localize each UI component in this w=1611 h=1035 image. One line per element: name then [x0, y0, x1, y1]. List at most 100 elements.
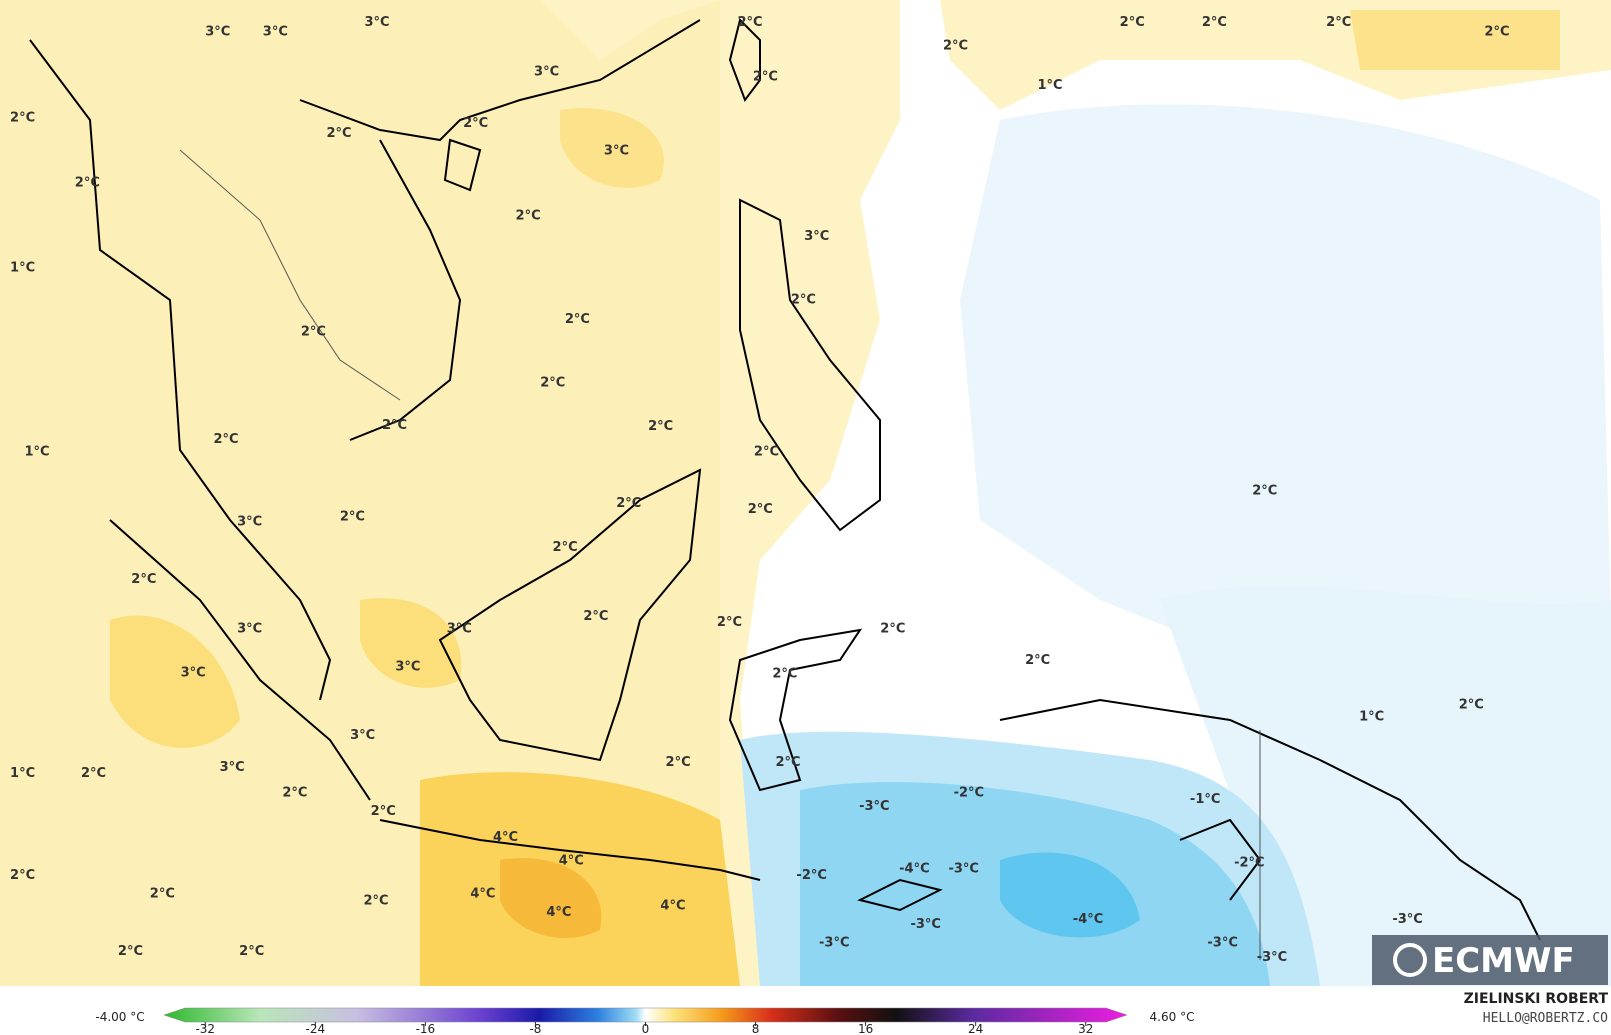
contour-label: 2°C [10, 111, 35, 126]
contour-label: 1°C [10, 766, 35, 781]
contour-label: 3°C [447, 621, 472, 636]
contour-label: 2°C [753, 70, 778, 85]
colorbar-bar [163, 1007, 1128, 1023]
contour-label: 2°C [301, 324, 326, 339]
colorbar-tick-label: -32 [195, 1022, 215, 1035]
contour-label: -3°C [1392, 912, 1422, 927]
contour-label: 2°C [775, 755, 800, 770]
contour-label: -2°C [796, 868, 826, 883]
min-label: -4.00 °C [95, 1010, 144, 1024]
contour-label: 2°C [1025, 653, 1050, 668]
contour-label: 2°C [213, 432, 238, 447]
contour-label: -1°C [1190, 792, 1220, 807]
contour-label: 2°C [1252, 484, 1277, 499]
contour-label: 3°C [263, 24, 288, 39]
colorbar-tick-label: 32 [1078, 1022, 1093, 1035]
contour-label: 3°C [804, 229, 829, 244]
contour-label: 3°C [604, 144, 629, 159]
contour-label: 2°C [666, 755, 691, 770]
contour-label: 3°C [237, 621, 262, 636]
logo-text: ECMWF [1432, 941, 1575, 981]
contour-label: 3°C [534, 64, 559, 79]
contour-label: 3°C [395, 659, 420, 674]
contour-label: 3°C [220, 760, 245, 775]
contour-label: 2°C [282, 786, 307, 801]
contour-label: 3°C [237, 514, 262, 529]
contour-label: 2°C [118, 944, 143, 959]
contour-label: 2°C [340, 509, 365, 524]
contour-label: -3°C [819, 936, 849, 951]
contour-label: 2°C [754, 445, 779, 460]
contour-label: 2°C [616, 496, 641, 511]
contour-label: 3°C [205, 24, 230, 39]
contour-label: -2°C [954, 786, 984, 801]
contour-label: 2°C [75, 175, 100, 190]
colorbar-tick-label: -8 [529, 1022, 541, 1035]
contour-label: -4°C [899, 862, 929, 877]
map-background [0, 0, 1611, 986]
contour-label: 4°C [470, 886, 495, 901]
colorbar-tick-label: 24 [968, 1022, 983, 1035]
contour-label: 2°C [327, 126, 352, 141]
contour-label: -4°C [1073, 912, 1103, 927]
email: HELLO@ROBERTZ.CO [1483, 1011, 1608, 1026]
contour-label: 2°C [1120, 15, 1145, 30]
contour-label: -3°C [859, 799, 889, 814]
contour-label: 3°C [365, 15, 390, 30]
contour-label: 2°C [737, 15, 762, 30]
contour-label: 2°C [880, 621, 905, 636]
colorbar-tick-label: -24 [306, 1022, 326, 1035]
contour-label: 2°C [239, 944, 264, 959]
colorbar-tick-label: 0 [642, 1022, 650, 1035]
contour-label: 4°C [493, 830, 518, 845]
contour-label: -3°C [1207, 936, 1237, 951]
contour-label: 2°C [463, 116, 488, 131]
contour-label: 2°C [150, 886, 175, 901]
logo: ECMWF [1372, 935, 1608, 985]
contour-label: 2°C [10, 868, 35, 883]
coastlines [29, 18, 1541, 960]
author: ZIELINSKI ROBERT [1464, 991, 1609, 1007]
contour-label: 2°C [772, 666, 797, 681]
contour-label: 2°C [516, 208, 541, 223]
contour-label: 2°C [717, 615, 742, 630]
contour-label: 2°C [1202, 15, 1227, 30]
contour-label: 1°C [24, 445, 49, 460]
contour-labels: 3°C 3°C 3°C 2°C 2°C 2°C 2°C 2°C 2°C 3°C 2°C 1°C 2°C 2… [10, 15, 1509, 965]
colorbar-tick-label: -16 [416, 1022, 436, 1035]
contour-label: -3°C [948, 862, 978, 877]
contour-label: 3°C [181, 665, 206, 680]
contour-label: 2°C [943, 39, 968, 54]
contour-label: 2°C [382, 418, 407, 433]
contour-label: 2°C [553, 540, 578, 555]
contour-label: 2°C [583, 609, 608, 624]
contour-label: 2°C [1326, 15, 1351, 30]
contour-label: 2°C [540, 376, 565, 391]
colorbar: -4.00 °C 4.60 °C -32 -24 -16 -8 0 8 16 24 32 [95, 1007, 1195, 1035]
contour-label: 2°C [131, 572, 156, 587]
contour-label: 2°C [791, 293, 816, 308]
contour-label: 2°C [648, 419, 673, 434]
contour-label: 2°C [565, 312, 590, 327]
contour-label: 4°C [546, 905, 571, 920]
contour-label: 2°C [748, 502, 773, 517]
colorbar-tick-label: 8 [752, 1022, 760, 1035]
contour-label: 3°C [350, 728, 375, 743]
contour-label: 4°C [559, 853, 584, 868]
contour-label: 2°C [81, 766, 106, 781]
contour-label: -2°C [1234, 856, 1264, 871]
contour-label: 1°C [1359, 710, 1384, 725]
contour-label: 1°C [1037, 78, 1062, 93]
contour-label: 2°C [1459, 697, 1484, 712]
max-label: 4.60 °C [1150, 1010, 1195, 1024]
contour-label: 2°C [371, 804, 396, 819]
contour-label: 4°C [660, 899, 685, 914]
contour-label: 1°C [10, 261, 35, 276]
contour-label: 2°C [1484, 24, 1509, 39]
contour-label: -3°C [910, 917, 940, 932]
contour-label: 2°C [363, 894, 388, 909]
contour-label: -3°C [1257, 950, 1287, 965]
colorbar-tick-label: 16 [858, 1022, 873, 1035]
